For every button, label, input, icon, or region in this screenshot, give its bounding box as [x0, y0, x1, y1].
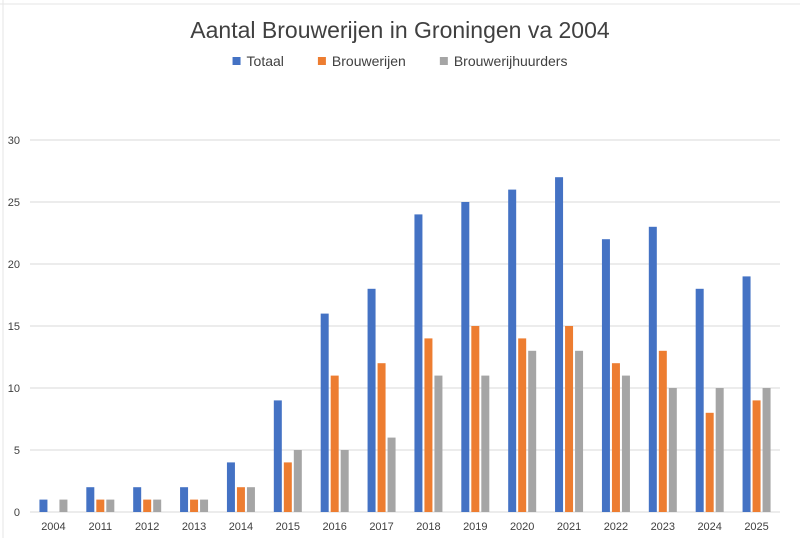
legend-swatch [317, 57, 326, 65]
chart-title: Aantal Brouwerijen in Groningen va 2004 [190, 17, 610, 43]
bar-brouwerijhuurders-2017 [387, 437, 396, 512]
bar-totaal-2025 [742, 276, 751, 512]
x-tick-label: 2018 [416, 521, 440, 533]
x-tick-label: 2016 [322, 521, 346, 533]
bar-brouwerijen-2011 [96, 499, 105, 512]
x-tick-label: 2017 [369, 521, 393, 533]
bar-brouwerijen-2022 [611, 363, 620, 512]
bar-brouwerijhuurders-2016 [340, 450, 349, 512]
y-tick-label: 20 [8, 259, 20, 271]
bar-totaal-2014 [226, 462, 235, 512]
bar-totaal-2019 [461, 202, 470, 512]
bar-brouwerijen-2017 [377, 363, 386, 512]
legend-label: Totaal [247, 53, 284, 69]
bar-brouwerijhuurders-2021 [575, 350, 584, 512]
x-tick-label: 2019 [463, 521, 487, 533]
bar-brouwerijen-2014 [236, 487, 245, 512]
bar-totaal-2011 [86, 487, 95, 512]
bar-totaal-2012 [133, 487, 142, 512]
y-tick-label: 0 [14, 507, 20, 519]
bar-brouwerijhuurders-2004 [59, 499, 68, 512]
legend-swatch [232, 57, 241, 65]
bar-brouwerijen-2020 [518, 338, 527, 512]
bar-brouwerijhuurders-2011 [106, 499, 115, 512]
bar-totaal-2021 [555, 177, 564, 512]
bar-brouwerijen-2013 [190, 499, 199, 512]
y-tick-label: 25 [8, 197, 20, 209]
y-axis-ticks: 0 5 10 15 20 25 30 [8, 135, 20, 519]
bar-brouwerijen-2019 [471, 326, 480, 512]
bar-brouwerijhuurders-2022 [621, 375, 630, 512]
bar-brouwerijen-2015 [283, 462, 292, 512]
bar-totaal-2017 [367, 288, 376, 512]
legend-label: Brouwerijen [332, 53, 406, 69]
bar-brouwerijen-2018 [424, 338, 433, 512]
bar-totaal-2022 [601, 239, 610, 512]
bar-brouwerijen-2016 [330, 375, 339, 512]
bars [39, 177, 771, 513]
bar-totaal-2016 [320, 313, 329, 512]
y-tick-label: 15 [8, 321, 20, 333]
bar-brouwerijhuurders-2018 [434, 375, 443, 512]
x-tick-label: 2015 [276, 521, 300, 533]
x-tick-label: 2004 [41, 521, 65, 533]
bar-brouwerijhuurders-2023 [668, 388, 677, 512]
bar-totaal-2013 [180, 487, 189, 512]
x-tick-label: 2024 [697, 521, 721, 533]
y-tick-label: 5 [14, 445, 20, 457]
x-tick-label: 2020 [510, 521, 534, 533]
bar-totaal-2024 [695, 288, 704, 512]
bar-brouwerijhuurders-2015 [293, 450, 302, 512]
bar-brouwerijhuurders-2014 [246, 487, 255, 512]
bar-brouwerijen-2025 [752, 400, 761, 512]
bar-brouwerijhuurders-2013 [200, 499, 209, 512]
bar-brouwerijhuurders-2024 [715, 388, 724, 512]
bar-brouwerijen-2021 [565, 326, 574, 512]
bar-brouwerijhuurders-2020 [528, 350, 537, 512]
x-tick-label: 2012 [135, 521, 159, 533]
legend-label: Brouwerijhuurders [454, 53, 568, 69]
legend-swatch [439, 57, 448, 65]
x-tick-label: 2025 [744, 521, 768, 533]
gridlines [30, 139, 780, 513]
bar-brouwerijen-2023 [658, 350, 667, 512]
bar-totaal-2020 [508, 189, 517, 512]
y-tick-label: 10 [8, 383, 20, 395]
x-tick-label: 2021 [557, 521, 581, 533]
bar-totaal-2004 [39, 499, 48, 512]
bar-brouwerijhuurders-2019 [481, 375, 490, 512]
bar-totaal-2015 [273, 400, 282, 512]
x-tick-label: 2022 [604, 521, 628, 533]
bar-brouwerijhuurders-2012 [153, 499, 162, 512]
x-tick-label: 2014 [229, 521, 253, 533]
bar-brouwerijen-2024 [705, 412, 714, 512]
x-tick-label: 2023 [651, 521, 675, 533]
bar-totaal-2023 [648, 226, 657, 513]
bar-brouwerijhuurders-2025 [762, 388, 771, 512]
x-axis-ticks: 2004 2011 2012 2013 2014 2015 2016 2017 2018 2019… [41, 521, 769, 533]
bar-brouwerijen-2012 [143, 499, 152, 512]
legend: Totaal Brouwerijen Brouwerijhuurders [232, 53, 568, 69]
x-tick-label: 2011 [88, 521, 112, 533]
x-tick-label: 2013 [182, 521, 206, 533]
bar-totaal-2018 [414, 214, 423, 512]
y-tick-label: 30 [8, 135, 20, 147]
